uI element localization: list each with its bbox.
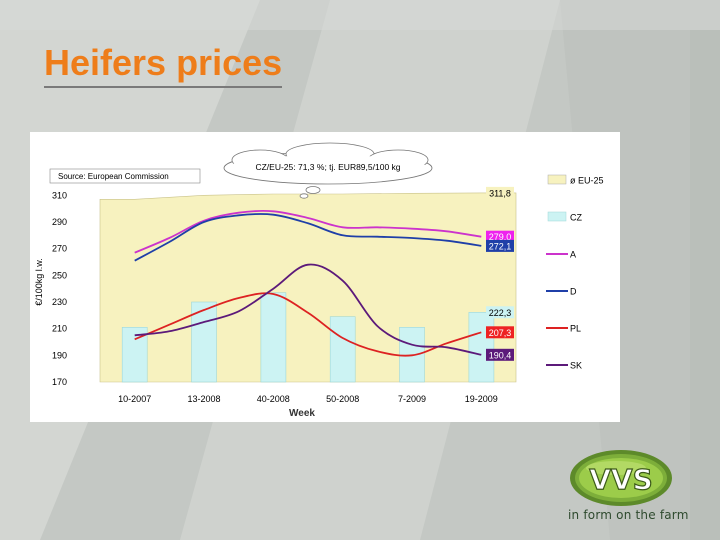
legend-label: SK xyxy=(570,361,582,371)
y-tick-label: 230 xyxy=(52,297,67,307)
source-note: Source: European Commission xyxy=(49,168,201,184)
y-tick-label: 190 xyxy=(52,350,67,360)
y-tick-label: 210 xyxy=(52,324,67,334)
cz-bar-3 xyxy=(329,316,356,383)
y-tick-label: 270 xyxy=(52,244,67,254)
y-tick-label: 170 xyxy=(52,377,67,387)
legend-label: PL xyxy=(570,324,581,334)
x-tick-label: 50-2008 xyxy=(326,394,359,404)
callout-cloud: CZ/EU-25: 71,3 %; tj. EUR89,5/100 kg xyxy=(223,142,433,199)
cz-bar-5 xyxy=(468,312,495,383)
end-label-box xyxy=(486,326,514,339)
cz-bar-1 xyxy=(191,301,217,383)
chart-card: 310 290 270 250 230 210 190 170 10-2007 13-2008 4… xyxy=(30,132,620,422)
series-line-a xyxy=(134,210,482,254)
callout-text: CZ/EU-25: 71,3 %; tj. EUR89,5/100 kg xyxy=(255,162,400,172)
x-tick-label: 19-2009 xyxy=(465,394,498,404)
legend-label: D xyxy=(570,287,577,297)
x-tick-label: 40-2008 xyxy=(257,394,290,404)
end-label-text: 311,8 xyxy=(489,188,511,198)
legend-swatch-bar xyxy=(547,211,567,222)
y-tick-label: 310 xyxy=(52,190,67,200)
end-label-text: 190,4 xyxy=(489,350,512,360)
x-tick-label: 13-2008 xyxy=(187,394,220,404)
series-line-d xyxy=(134,213,482,262)
end-label-box xyxy=(486,230,514,243)
x-tick-label: 7-2009 xyxy=(398,394,426,404)
cz-bar-2 xyxy=(260,292,287,383)
source-note-text: Source: European Commission xyxy=(58,172,169,181)
legend-label: CZ xyxy=(570,213,582,223)
slide-title: Heifers prices xyxy=(44,40,283,88)
y-tick-label: 290 xyxy=(52,217,67,227)
y-axis-label: €/100kg l.w. xyxy=(34,258,44,306)
eu25-area xyxy=(99,192,517,383)
tagline: in form on the farm xyxy=(568,508,689,522)
heifers-price-chart: 310 290 270 250 230 210 190 170 10-2007 13-2008 4… xyxy=(34,142,604,419)
end-label-box xyxy=(486,306,514,319)
series-line-sk xyxy=(134,263,482,356)
end-label-text: 207,3 xyxy=(489,328,512,338)
end-label-text: 279,0 xyxy=(489,232,512,242)
legend-swatch-area xyxy=(547,174,567,185)
x-tick-label: 10-2007 xyxy=(118,394,151,404)
end-label-text: 222,3 xyxy=(489,308,512,318)
legend-label: ø EU-25 xyxy=(570,176,604,186)
vvs-logo: VVS xyxy=(566,448,676,528)
legend-label: A xyxy=(570,250,576,260)
logo-text: VVS xyxy=(589,463,653,496)
end-label-box xyxy=(486,348,514,361)
end-label-box xyxy=(486,239,514,252)
end-label-text: 272,1 xyxy=(489,241,512,251)
y-tick-label: 250 xyxy=(52,270,67,280)
x-axis-label: Week xyxy=(289,408,315,419)
end-label-box xyxy=(486,186,514,199)
series-line-pl xyxy=(134,292,482,357)
